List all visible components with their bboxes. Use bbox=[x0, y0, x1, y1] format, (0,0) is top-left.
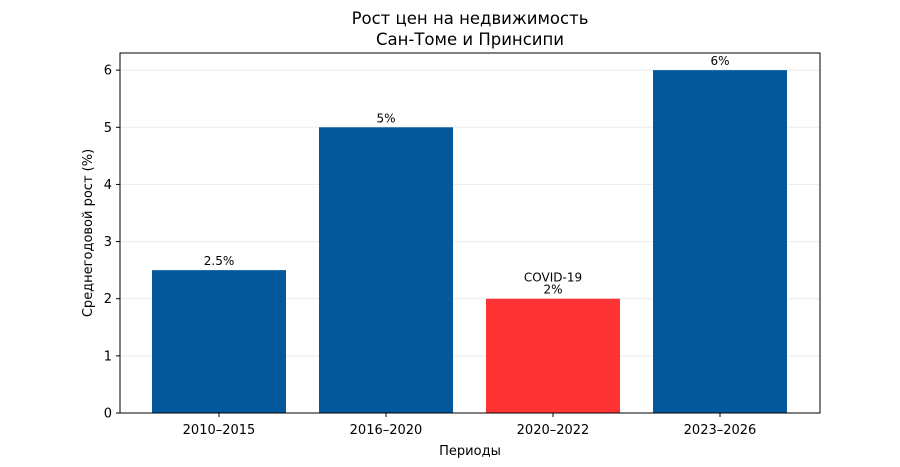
bar bbox=[486, 298, 620, 413]
y-tick-label: 2 bbox=[104, 292, 112, 307]
annotation-label: COVID-19 bbox=[524, 271, 582, 285]
y-tick-label: 3 bbox=[104, 235, 112, 250]
y-tick-label: 5 bbox=[104, 121, 112, 136]
bars: 2.5% 5% COVID-192% 6% bbox=[152, 54, 787, 414]
bar bbox=[653, 70, 787, 414]
x-tick-label: 2010–2015 bbox=[183, 423, 256, 438]
value-label: 6% bbox=[710, 54, 729, 68]
y-axis: 0 1 2 3 4 5 6 bbox=[104, 64, 120, 422]
value-label: 5% bbox=[376, 111, 395, 125]
x-axis: 2010–2015 2016–2020 2020–2022 2023–2026 bbox=[183, 413, 757, 438]
bar bbox=[319, 127, 453, 414]
value-label: 2% bbox=[543, 283, 562, 297]
chart-title-line-2: Сан-Томе и Принсипи bbox=[375, 30, 565, 49]
x-axis-label: Периоды bbox=[439, 444, 501, 459]
y-tick-label: 6 bbox=[104, 64, 112, 79]
x-tick-label: 2016–2020 bbox=[350, 423, 423, 438]
bar bbox=[152, 270, 286, 413]
y-tick-label: 1 bbox=[104, 349, 112, 364]
plot-frame bbox=[119, 52, 821, 414]
value-label: 2.5% bbox=[204, 254, 235, 268]
chart-title-line-1: Рост цен на недвижимость bbox=[351, 9, 589, 28]
x-tick-label: 2023–2026 bbox=[684, 423, 757, 438]
y-axis-label: Среднегодовой рост (%) bbox=[81, 149, 96, 317]
y-tick-label: 4 bbox=[104, 178, 112, 193]
y-tick-label: 0 bbox=[104, 407, 112, 422]
chart-title: Рост цен на недвижимость Сан-Томе и Прин… bbox=[120, 8, 820, 50]
x-tick-label: 2020–2022 bbox=[517, 423, 590, 438]
